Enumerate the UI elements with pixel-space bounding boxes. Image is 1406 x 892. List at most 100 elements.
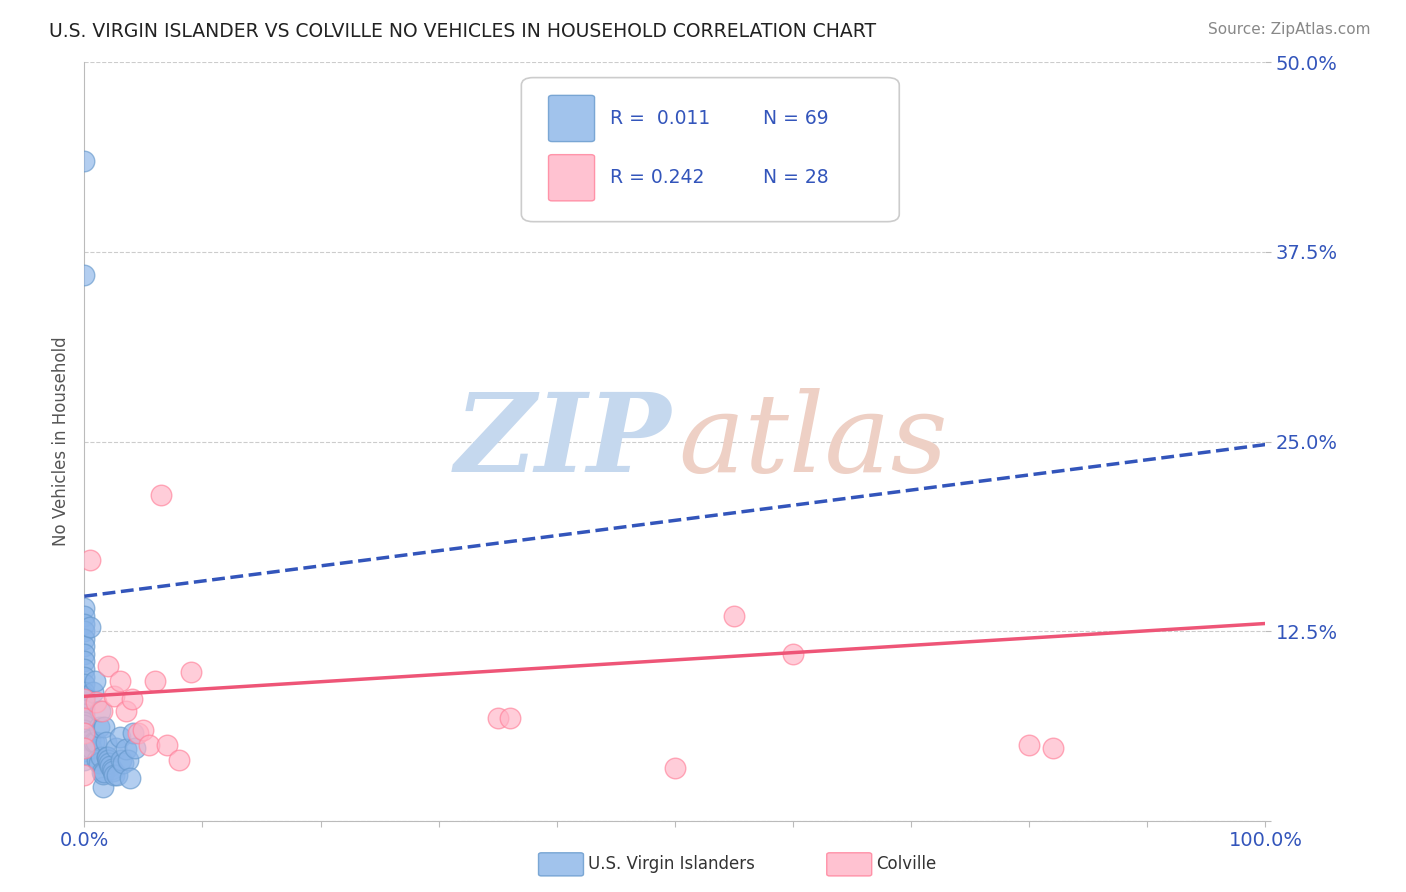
Point [79, 553, 101, 567]
Point [98, 756, 121, 770]
Point [73, 740, 96, 755]
Point [124, 740, 146, 755]
Text: U.S. Virgin Islanders: U.S. Virgin Islanders [588, 855, 755, 873]
Point [498, 710, 520, 724]
Text: atlas: atlas [679, 388, 948, 495]
Point [79, 733, 101, 747]
Point [121, 725, 143, 739]
FancyBboxPatch shape [548, 95, 595, 142]
Point [82, 685, 104, 699]
Text: R = 0.242: R = 0.242 [610, 169, 704, 187]
Point [782, 647, 804, 661]
Text: ZIP: ZIP [454, 388, 671, 495]
Point [73, 731, 96, 746]
Point [73, 710, 96, 724]
Point [664, 760, 686, 774]
Point [108, 730, 131, 744]
Point [80, 740, 103, 755]
Point [73, 735, 96, 749]
Point [114, 742, 136, 756]
Point [101, 764, 124, 778]
Point [93, 720, 115, 734]
Text: R =  0.011: R = 0.011 [610, 109, 710, 128]
Point [167, 753, 190, 767]
Point [73, 753, 96, 767]
Point [73, 707, 96, 722]
Point [73, 718, 96, 732]
Point [132, 723, 155, 737]
Point [87, 756, 110, 770]
Point [73, 744, 96, 758]
Point [83, 735, 105, 749]
Point [103, 690, 125, 704]
Point [91, 780, 114, 795]
Text: U.S. VIRGIN ISLANDER VS COLVILLE NO VEHICLES IN HOUSEHOLD CORRELATION CHART: U.S. VIRGIN ISLANDER VS COLVILLE NO VEHI… [49, 22, 876, 41]
Point [73, 655, 96, 669]
Point [73, 632, 96, 646]
Point [117, 753, 139, 767]
Point [97, 753, 120, 767]
Point [114, 705, 136, 719]
Point [91, 705, 114, 719]
Point [73, 662, 96, 676]
Point [73, 703, 96, 717]
Point [89, 705, 111, 719]
Point [150, 487, 173, 501]
Point [73, 692, 96, 706]
Point [127, 725, 149, 739]
Point [73, 669, 96, 683]
Point [486, 710, 509, 724]
Point [86, 753, 108, 767]
Point [1042, 740, 1064, 755]
Point [91, 766, 114, 780]
Point [156, 738, 179, 752]
Point [73, 639, 96, 653]
Point [84, 735, 107, 749]
Text: N = 28: N = 28 [763, 169, 830, 187]
Point [91, 765, 114, 780]
Point [79, 619, 101, 633]
Point [90, 750, 112, 764]
Point [105, 740, 128, 755]
Point [73, 624, 96, 639]
Point [1018, 738, 1040, 752]
Point [73, 768, 96, 782]
Point [73, 738, 96, 752]
Point [73, 725, 96, 739]
Point [93, 765, 115, 780]
Point [84, 695, 107, 709]
Y-axis label: No Vehicles in Household: No Vehicles in Household [52, 336, 70, 547]
Point [73, 153, 96, 168]
Point [143, 674, 166, 689]
Point [73, 677, 96, 691]
Text: Colville: Colville [876, 855, 936, 873]
Text: Source: ZipAtlas.com: Source: ZipAtlas.com [1208, 22, 1371, 37]
Point [98, 759, 121, 773]
Point [73, 685, 96, 699]
Point [112, 756, 135, 770]
Point [180, 665, 202, 679]
Point [73, 710, 96, 724]
Point [103, 768, 125, 782]
Point [73, 723, 96, 737]
Point [94, 735, 117, 749]
Point [73, 725, 96, 739]
Point [138, 738, 160, 752]
Point [73, 647, 96, 661]
Point [120, 771, 142, 785]
Point [108, 674, 131, 689]
Point [100, 762, 122, 776]
Point [97, 659, 120, 673]
Point [107, 768, 129, 782]
FancyBboxPatch shape [548, 154, 595, 201]
Point [73, 740, 96, 755]
Point [723, 608, 745, 623]
Point [73, 699, 96, 714]
Point [84, 674, 107, 689]
Point [73, 616, 96, 631]
Point [73, 715, 96, 730]
Text: N = 69: N = 69 [763, 109, 830, 128]
FancyBboxPatch shape [522, 78, 900, 221]
Point [73, 601, 96, 615]
Point [121, 692, 143, 706]
